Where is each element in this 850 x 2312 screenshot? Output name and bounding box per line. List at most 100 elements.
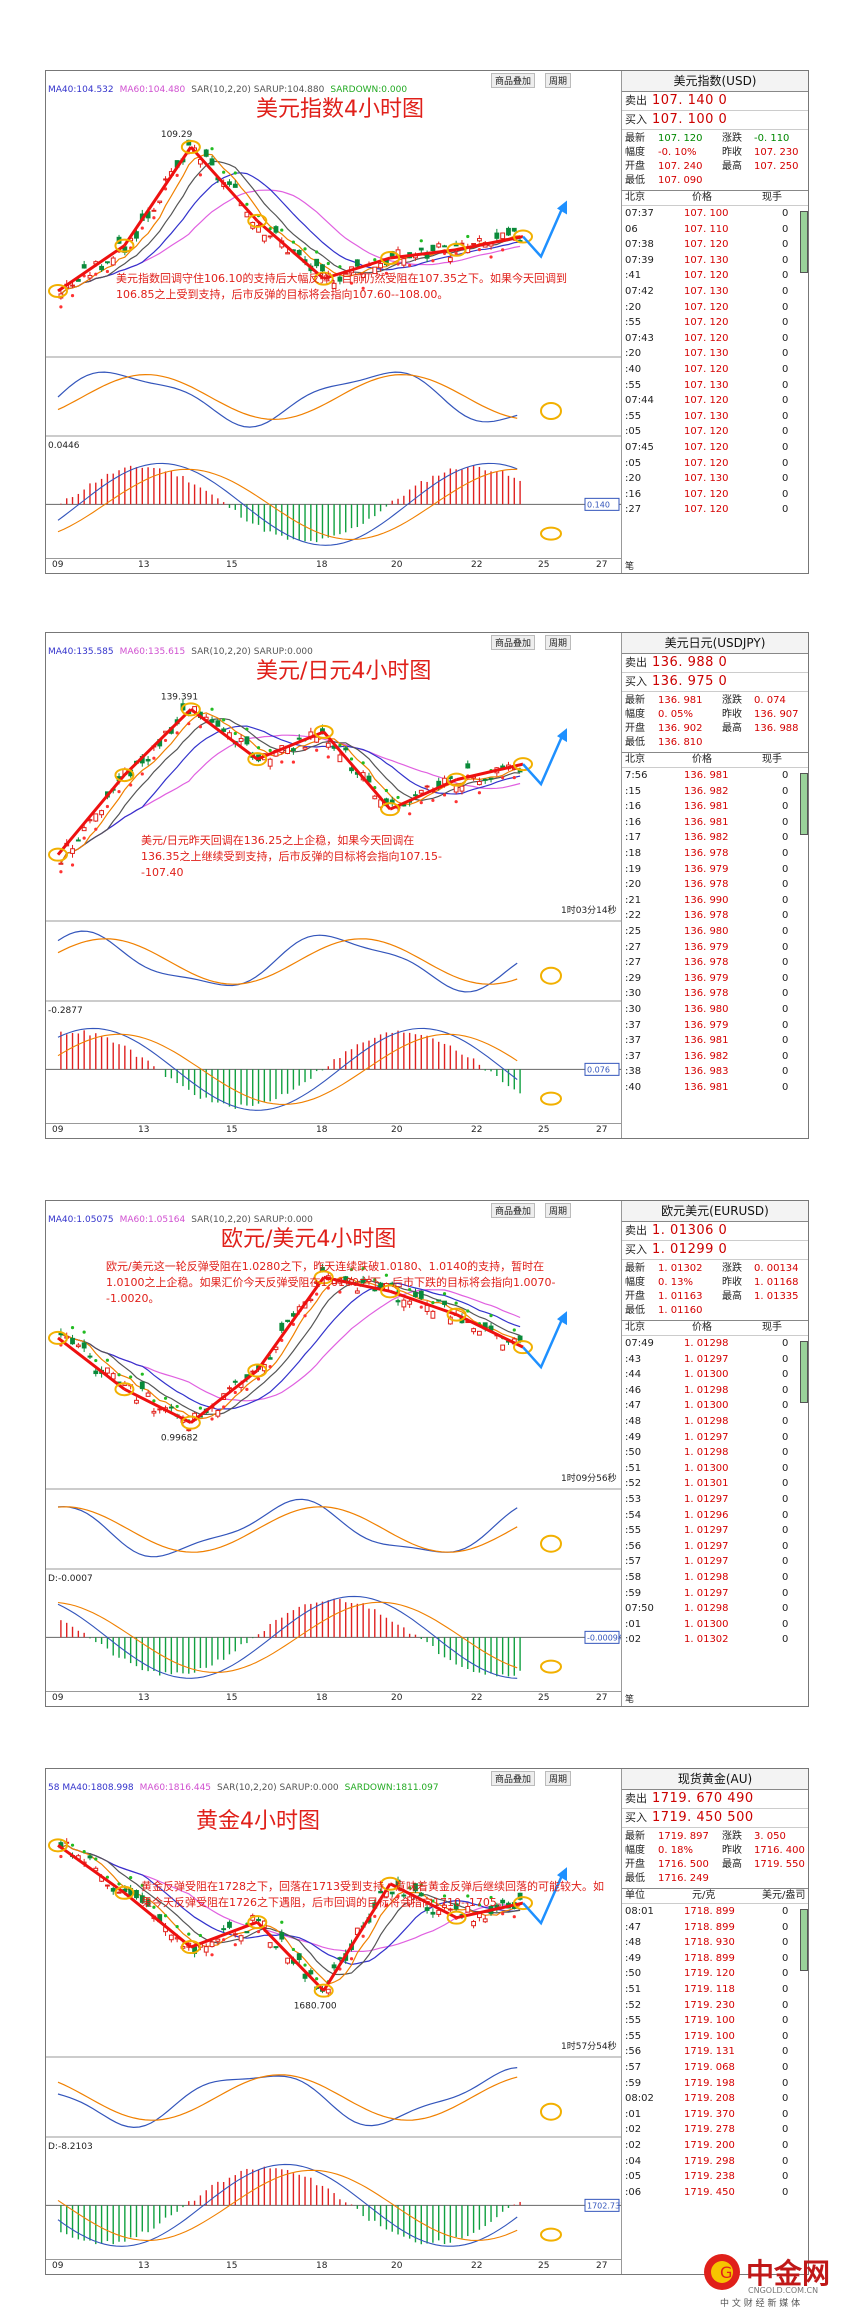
tick-time: :30	[625, 988, 642, 1000]
tick-time: :55	[625, 379, 642, 391]
sar-dot	[198, 1406, 203, 1410]
col-price: 价格	[692, 754, 712, 765]
moving-average-line	[60, 172, 521, 295]
oscillator-marker	[540, 1534, 562, 1553]
chart-title: 欧元/美元4小时图	[221, 1227, 397, 1252]
eur-chart-panel: 0.99682 D:-0.0007 -0.00094 1时09分56秒 MA40:1.0…	[45, 1200, 809, 1707]
buy-quote: 买入 1. 01299 0	[622, 1241, 808, 1260]
stat-value: 136. 810	[658, 737, 703, 748]
tick-row: :50 1. 01298 0	[622, 1445, 808, 1461]
sar-dot	[268, 748, 272, 753]
quote-scrollbar[interactable]	[800, 1909, 808, 1971]
sar-dot	[431, 1301, 435, 1305]
tick-list[interactable]: 07:37 107. 100 0 06 107. 110 0 07:38 107…	[622, 206, 808, 518]
candlestick	[442, 1903, 447, 1910]
quote-scrollbar[interactable]	[800, 773, 808, 835]
indicator-ma40: MA40:135.585	[48, 647, 114, 657]
ticks-header: 北京 价格 现手	[622, 191, 808, 206]
gold-price-chart[interactable]: 1680.700 D:-8.2103 1702.737 1时57分54秒 58 MA40…	[46, 1769, 622, 2274]
quote-panel: 现货黄金(AU) 卖出 1719. 670 490 买入 1719. 450 500 最…	[622, 1769, 808, 2274]
tick-time: 07:45	[625, 441, 654, 453]
stat-label: 涨跌	[722, 1831, 742, 1842]
tick-time: 07:50	[625, 1603, 654, 1615]
tick-row: 07:39 107. 130 0	[622, 253, 808, 269]
sar-dot	[431, 1899, 435, 1903]
tick-price: 1719. 238	[684, 2171, 735, 2183]
tick-row: :43 1. 01297 0	[622, 1352, 808, 1368]
turning-point-marker	[114, 1382, 135, 1397]
tick-price: 136. 981	[684, 801, 729, 813]
sell-label: 卖出	[625, 1224, 647, 1237]
sar-dot	[163, 1396, 168, 1400]
tick-list[interactable]: 08:01 1718. 899 0 :47 1718. 899 0 :48 17…	[622, 1904, 808, 2200]
macd-dea-line	[57, 1033, 518, 1105]
tick-volume: 0	[782, 441, 789, 453]
tick-time: :55	[625, 2030, 642, 2042]
bar-countdown: 1时57分54秒	[561, 2040, 617, 2052]
tick-volume: 0	[782, 2124, 789, 2136]
tick-volume: 0	[782, 1447, 789, 1459]
stat-value: 107. 120	[658, 133, 703, 144]
tick-time: 07:44	[625, 395, 654, 407]
stat-label: 幅度	[625, 147, 645, 158]
tick-volume: 0	[782, 816, 789, 828]
stat-label: 幅度	[625, 709, 645, 720]
candlestick	[482, 778, 488, 784]
tick-list[interactable]: 7:56 136. 981 0 :15 136. 982 0 :16 136. …	[622, 768, 808, 1095]
quote-scrollbar[interactable]	[800, 1341, 808, 1403]
sar-dot	[70, 1326, 75, 1330]
sell-price: 1719. 670 490	[652, 1791, 754, 1806]
tick-price: 136. 978	[684, 988, 729, 1000]
sar-dot	[477, 1903, 482, 1907]
turning-point-marker	[380, 1876, 401, 1891]
period-button[interactable]: 周期	[545, 635, 572, 650]
tick-time: :02	[625, 1634, 642, 1646]
candlestick	[244, 736, 250, 746]
sell-quote: 卖出 1. 01306 0	[622, 1222, 808, 1241]
tick-row: :38 136. 983 0	[622, 1064, 808, 1080]
tick-list[interactable]: 07:49 1. 01298 0 :43 1. 01297 0 :44 1. 0…	[622, 1336, 808, 1648]
overlay-button[interactable]: 商品叠加	[491, 73, 536, 88]
period-button[interactable]: 周期	[545, 1771, 572, 1786]
candlestick	[139, 1381, 145, 1392]
period-button[interactable]: 周期	[545, 1203, 572, 1218]
macd-value-label: -0.2877	[48, 1006, 83, 1016]
period-button[interactable]: 周期	[545, 73, 572, 88]
x-tick-label: 22	[471, 1125, 483, 1135]
ticks-footer: 笔	[625, 562, 635, 572]
indicator-legend: MA40:135.585 MA60:135.615 SAR(10,2,20) SAR…	[48, 647, 325, 657]
overlay-button[interactable]: 商品叠加	[491, 1203, 536, 1218]
tick-price: 1. 01300	[684, 1400, 729, 1412]
tick-volume: 0	[782, 270, 789, 282]
overlay-button[interactable]: 商品叠加	[491, 635, 536, 650]
sar-dot	[198, 725, 203, 729]
x-axis: 09 13 15 18 20 22 25 27	[46, 1691, 621, 1706]
candlestick	[232, 1379, 238, 1386]
sar-dot	[222, 170, 226, 174]
candlestick	[494, 228, 500, 242]
stat-value: 1716. 400	[754, 1845, 805, 1856]
tick-price: 107. 130	[684, 254, 729, 266]
tick-volume: 0	[782, 1066, 789, 1078]
turning-point-marker	[313, 271, 334, 286]
candlestick	[366, 1275, 372, 1285]
tick-row: :01 1. 01300 0	[622, 1617, 808, 1633]
usd-price-chart[interactable]: 109.29 0.0446 0.140 MA40:104.532 MA60:104.48…	[46, 71, 622, 573]
sar-dot	[198, 173, 203, 177]
stat-value: 0. 05%	[658, 709, 693, 720]
sell-quote: 卖出 136. 988 0	[622, 654, 808, 673]
quote-scrollbar[interactable]	[800, 211, 808, 273]
overlay-button[interactable]: 商品叠加	[491, 1771, 536, 1786]
tick-price: 136. 980	[684, 925, 729, 937]
tick-time: :47	[625, 1400, 642, 1412]
sar-dot	[256, 1930, 261, 1934]
eur-price-chart[interactable]: 0.99682 D:-0.0007 -0.00094 1时09分56秒 MA40:1.0…	[46, 1201, 622, 1706]
candlestick	[238, 734, 244, 746]
tick-price: 107. 130	[684, 348, 729, 360]
jpy-price-chart[interactable]: 139.391 -0.2877 0.076 1时03分14秒 MA40:135.585 M…	[46, 633, 622, 1138]
tick-price: 1719. 068	[684, 2061, 735, 2073]
tick-volume: 0	[782, 1540, 789, 1552]
trend-line	[57, 244, 126, 293]
macd-dea-line	[57, 468, 518, 540]
sar-dot	[140, 226, 144, 230]
